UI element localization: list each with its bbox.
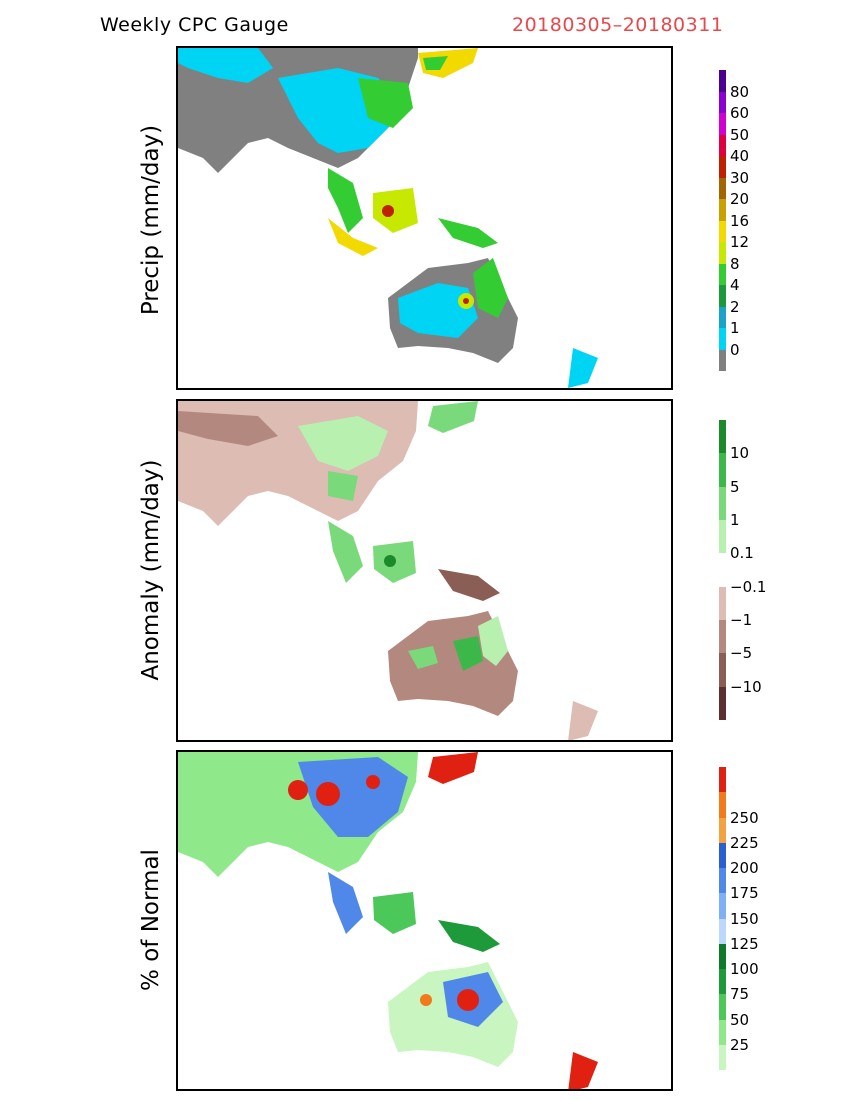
colorbar-segment	[719, 453, 726, 487]
colorbar-tick-label: 80	[730, 82, 750, 101]
colorbar-tick-label: 75	[730, 985, 750, 1004]
colorbar-tick-label: 20	[730, 190, 750, 208]
colorbar-tick-label: 50	[730, 125, 750, 144]
anomaly-map	[178, 401, 598, 740]
colorbar-segment	[719, 792, 726, 818]
colorbar-segment	[719, 134, 726, 156]
colorbar-segment	[719, 868, 726, 894]
colorbar-segment	[719, 817, 726, 843]
colorbar-segment	[719, 918, 726, 944]
colorbar-segment	[719, 653, 726, 687]
colorbar-segment	[719, 893, 726, 919]
precip-axis-label: Precip (mm/day)	[138, 124, 164, 316]
colorbar-tick-label: 125	[730, 934, 759, 953]
colorbar-segment	[719, 420, 726, 454]
anomaly-axis-label: Anomaly (mm/day)	[138, 459, 164, 681]
colorbar-segment	[719, 686, 726, 720]
colorbar-tick-label: 12	[730, 233, 750, 251]
colorbar-tick-label: −1	[730, 611, 753, 629]
colorbar-segment	[719, 586, 726, 620]
colorbar-segment	[719, 994, 726, 1020]
colorbar-tick-label: 60	[730, 104, 750, 122]
colorbar-segment	[719, 969, 726, 995]
colorbar-tick-label: 150	[730, 909, 759, 928]
colorbar-segment	[719, 113, 726, 135]
colorbar-tick-label: 10	[730, 444, 750, 463]
colorbar-tick-label: 200	[730, 859, 759, 877]
colorbar-segment	[719, 177, 726, 199]
precip-colorbar	[719, 70, 726, 371]
colorbar-tick-label: 40	[730, 147, 750, 165]
colorbar-segment	[719, 156, 726, 178]
colorbar-segment	[719, 767, 726, 793]
percent-normal-map	[178, 752, 598, 1089]
percent-normal-map-panel	[176, 750, 673, 1091]
colorbar-segment	[719, 943, 726, 969]
colorbar-segment	[719, 553, 726, 587]
colorbar-tick-label: 25	[730, 1035, 750, 1054]
anomaly-map-panel	[176, 399, 673, 742]
colorbar-tick-label: 2	[730, 297, 740, 316]
colorbar-segment	[719, 91, 726, 113]
anomaly-colorbar	[719, 420, 726, 720]
colorbar-tick-label: 1	[730, 511, 740, 529]
colorbar-segment	[719, 242, 726, 264]
colorbar-tick-label: 8	[730, 254, 740, 273]
colorbar-tick-label: 16	[730, 211, 750, 230]
colorbar-tick-label: 1	[730, 319, 740, 337]
colorbar-tick-label: 30	[730, 168, 750, 187]
colorbar-tick-label: 0	[730, 340, 740, 359]
colorbar-tick-label: 100	[730, 960, 759, 978]
colorbar-tick-label: 50	[730, 1010, 750, 1029]
colorbar-segment	[719, 1044, 726, 1070]
colorbar-segment	[719, 199, 726, 221]
colorbar-tick-label: 4	[730, 276, 740, 294]
colorbar-segment	[719, 263, 726, 285]
precip-map-panel	[176, 46, 673, 390]
colorbar-segment	[719, 486, 726, 520]
colorbar-segment	[719, 70, 726, 92]
colorbar-segment	[719, 619, 726, 654]
percent-normal-axis-label: % of Normal	[138, 849, 164, 991]
colorbar-tick-label: 5	[730, 477, 740, 496]
colorbar-tick-label: 225	[730, 833, 759, 852]
colorbar-segment	[719, 842, 726, 868]
colorbar-segment	[719, 349, 726, 371]
chart-title: Weekly CPC Gauge	[100, 14, 289, 36]
colorbar-segment	[719, 306, 726, 328]
colorbar-tick-label: 0.1	[730, 544, 754, 563]
percent-normal-colorbar	[719, 767, 726, 1070]
date-range: 20180305–20180311	[512, 14, 724, 36]
colorbar-tick-label: 250	[730, 808, 759, 827]
colorbar-tick-label: −0.1	[730, 577, 767, 596]
colorbar-segment	[719, 220, 726, 242]
precip-map	[178, 48, 598, 388]
colorbar-tick-label: −5	[730, 644, 753, 663]
colorbar-tick-label: 175	[730, 884, 759, 903]
colorbar-tick-label: −10	[730, 677, 762, 696]
colorbar-segment	[719, 519, 726, 554]
colorbar-segment	[719, 285, 726, 307]
colorbar-segment	[719, 328, 726, 350]
colorbar-segment	[719, 1019, 726, 1045]
